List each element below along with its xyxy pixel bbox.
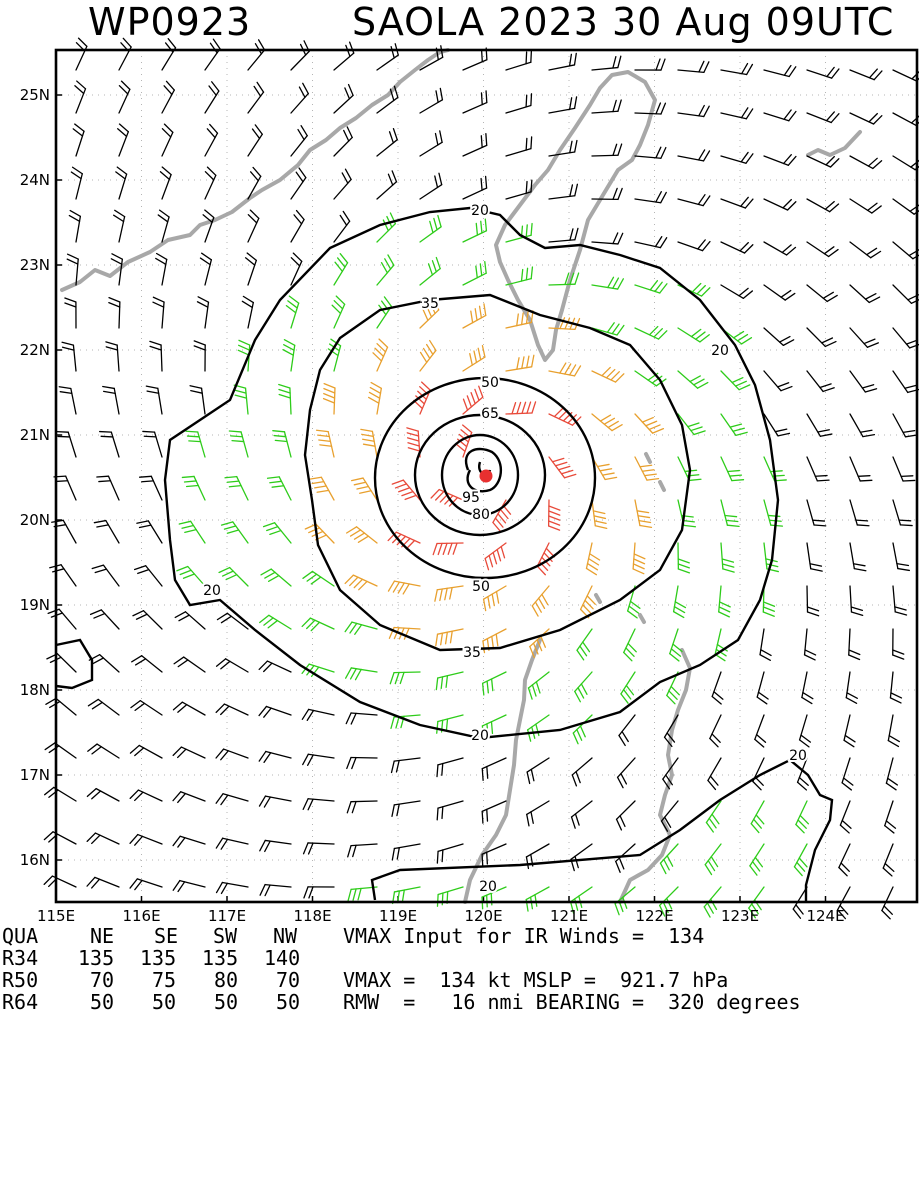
- contour-label-50: 50: [481, 375, 499, 391]
- lat-label: 19N: [20, 596, 50, 614]
- contour-label-20: 20: [203, 583, 221, 599]
- contour-label-65: 65: [481, 406, 499, 422]
- r64-se: 50: [152, 990, 176, 1014]
- r34-ne: 135: [78, 946, 114, 970]
- lat-label: 24N: [20, 171, 50, 189]
- r50-label: R50: [2, 968, 38, 992]
- lon-label: 116E: [122, 907, 160, 924]
- r64-ne: 50: [90, 990, 114, 1014]
- qua-nw: NW: [273, 924, 297, 948]
- r64-nw: 50: [276, 990, 300, 1014]
- contour-label-50: 50: [472, 579, 490, 595]
- contour-label-35: 35: [463, 645, 481, 661]
- contour-label-35: 35: [421, 296, 439, 312]
- vmax-input-text: VMAX Input for IR Winds = 134: [343, 924, 704, 948]
- r34-label: R34: [2, 946, 38, 970]
- qua-ne: NE: [90, 924, 114, 948]
- lon-label: 118E: [293, 907, 331, 924]
- lat-label: 21N: [20, 426, 50, 444]
- lat-label: 16N: [20, 851, 50, 869]
- r64-sw: 50: [214, 990, 238, 1014]
- qua-label: QUA: [2, 924, 38, 948]
- r50-nw: 70: [276, 968, 300, 992]
- contour-label-20: 20: [471, 203, 489, 219]
- contour-label-20: 20: [471, 728, 489, 744]
- lon-label: 119E: [379, 907, 417, 924]
- qua-sw: SW: [213, 924, 237, 948]
- lat-label: 22N: [20, 341, 50, 359]
- lon-label: 117E: [208, 907, 246, 924]
- r50-se: 75: [152, 968, 176, 992]
- r34-se: 135: [140, 946, 176, 970]
- r34-nw: 140: [264, 946, 300, 970]
- r50-sw: 80: [214, 968, 238, 992]
- lon-label: 120E: [464, 907, 502, 924]
- vmax-mslp-text: VMAX = 134 kt MSLP = 921.7 hPa: [343, 968, 728, 992]
- contour-label-20: 20: [711, 343, 729, 359]
- lon-label: 121E: [550, 907, 588, 924]
- lon-label: 123E: [721, 907, 759, 924]
- r50-ne: 70: [90, 968, 114, 992]
- r50-row: R50 70 75 80 70 VMAX = 134 kt MSLP = 921…: [0, 968, 919, 992]
- r64-label: R64: [2, 990, 38, 1014]
- lat-label: 23N: [20, 256, 50, 274]
- lat-label: 25N: [20, 86, 50, 104]
- lon-label: 124E: [806, 907, 844, 924]
- r34-sw: 135: [202, 946, 238, 970]
- contour-label-80: 80: [472, 507, 490, 523]
- r64-row: R64 50 50 50 50 RMW = 16 nmi BEARING = 3…: [0, 990, 919, 1014]
- contour-label-20-se: 20: [789, 748, 807, 764]
- storm-center-marker: [480, 470, 493, 483]
- lon-label: 115E: [37, 907, 75, 924]
- lat-label: 18N: [20, 681, 50, 699]
- contour-label-20: 20: [479, 879, 497, 895]
- qua-se: SE: [154, 924, 178, 948]
- lat-label: 20N: [20, 511, 50, 529]
- contour-label-95: 95: [462, 490, 480, 506]
- rmw-bearing-text: RMW = 16 nmi BEARING = 320 degrees: [343, 990, 801, 1014]
- lon-label: 122E: [635, 907, 673, 924]
- lat-label: 17N: [20, 766, 50, 784]
- quadrant-header-row: QUA NE SE SW NW VMAX Input for IR Winds …: [0, 924, 919, 948]
- r34-row: R34 135 135 135 140: [0, 946, 919, 970]
